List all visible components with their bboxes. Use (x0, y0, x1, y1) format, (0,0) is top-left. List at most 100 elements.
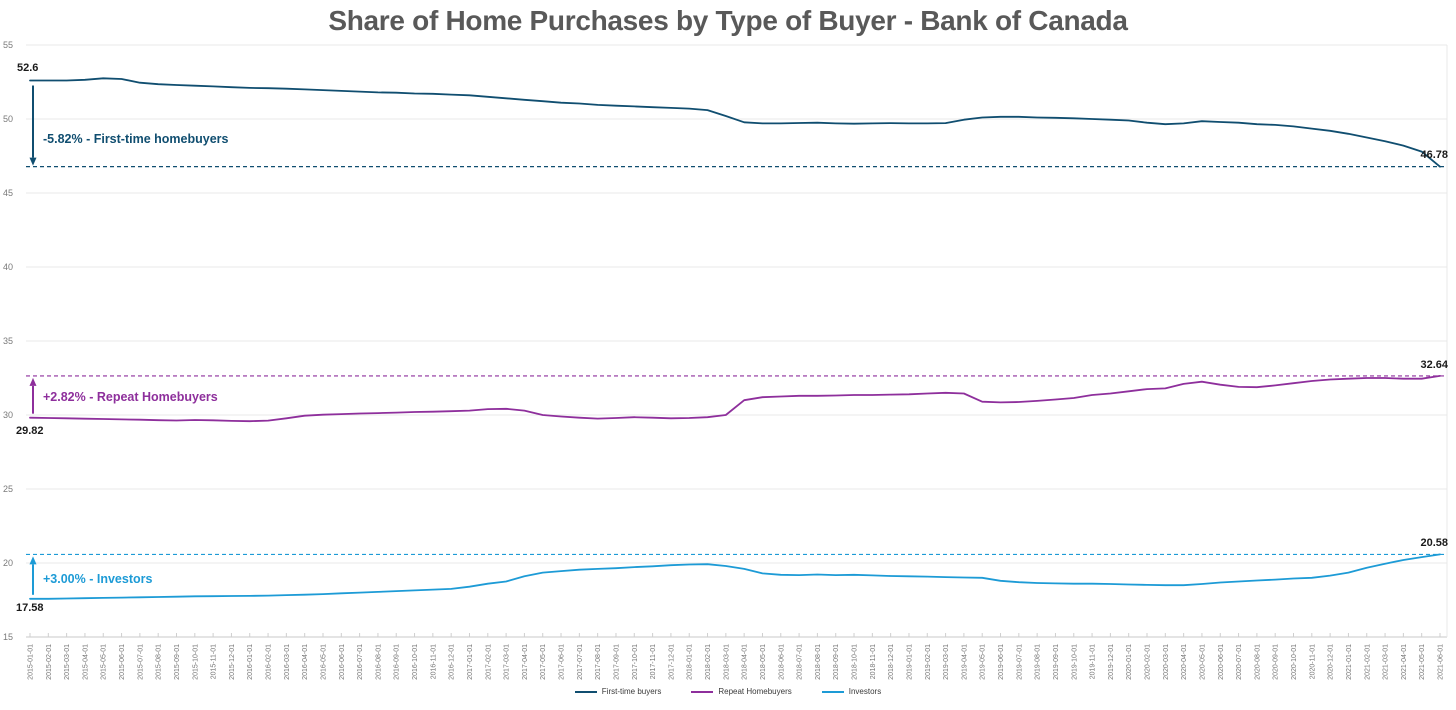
x-axis-tick-label: 2017-09-01 (613, 644, 620, 680)
x-axis-tick-label: 2017-08-01 (595, 644, 602, 680)
x-axis-tick-label: 2017-11-01 (650, 644, 657, 679)
x-axis-tick-label: 2016-06-01 (339, 644, 346, 680)
x-axis-tick-label: 2018-06-01 (778, 644, 785, 680)
x-axis-tick-label: 2020-11-01 (1309, 644, 1316, 679)
legend-label-investors: Investors (848, 687, 882, 696)
x-axis-tick-label: 2017-10-01 (632, 644, 639, 680)
x-axis-tick-label: 2019-09-01 (1053, 644, 1060, 680)
x-axis-tick-label: 2016-02-01 (266, 644, 273, 680)
x-axis-tick-label: 2018-04-01 (742, 644, 749, 680)
x-axis-tick-label: 2020-12-01 (1328, 644, 1335, 680)
x-axis-tick-label: 2016-12-01 (449, 644, 456, 680)
x-axis-tick-label: 2016-08-01 (375, 644, 382, 680)
x-axis-tick-label: 2018-03-01 (723, 644, 730, 680)
x-axis-tick-label: 2015-01-01 (28, 644, 35, 680)
x-axis-tick-label: 2019-04-01 (961, 644, 968, 680)
x-axis-tick-label: 2019-01-01 (906, 644, 913, 680)
end-value-first-time-buyers: 46.78 (1420, 149, 1448, 161)
x-axis-tick-label: 2016-01-01 (247, 644, 254, 680)
x-axis-tick-label: 2020-02-01 (1145, 644, 1152, 680)
y-axis-tick-label: 55 (3, 40, 13, 50)
x-axis-tick-label: 2019-06-01 (998, 644, 1005, 680)
x-axis-tick-label: 2019-03-01 (943, 644, 950, 680)
x-axis-tick-label: 2015-11-01 (211, 644, 218, 679)
end-value-investors: 20.58 (1420, 537, 1448, 549)
legend-line-swatch-investors (821, 690, 844, 693)
x-axis-tick-label: 2015-10-01 (192, 644, 199, 680)
x-axis-tick-label: 2021-01-01 (1346, 644, 1353, 680)
x-axis-tick-label: 2019-08-01 (1035, 644, 1042, 680)
start-value-repeat-homebuyers: 29.82 (16, 425, 44, 437)
x-axis-tick-label: 2017-02-01 (485, 644, 492, 680)
y-axis-tick-label: 20 (3, 558, 13, 568)
x-axis-tick-label: 2017-05-01 (540, 644, 547, 680)
legend-item-repeat-homebuyers: Repeat Homebuyers (691, 687, 792, 696)
x-axis-tick-label: 2015-07-01 (137, 644, 144, 680)
y-axis-tick-label: 40 (3, 262, 13, 272)
start-value-investors: 17.58 (16, 602, 44, 614)
x-axis-tick-label: 2015-04-01 (82, 644, 89, 680)
x-axis-tick-label: 2015-06-01 (119, 644, 126, 680)
x-axis-tick-label: 2020-08-01 (1254, 644, 1261, 680)
chart-title: Share of Home Purchases by Type of Buyer… (328, 5, 1128, 36)
y-axis-tick-label: 15 (3, 632, 13, 642)
x-axis-tick-label: 2018-01-01 (687, 644, 694, 680)
x-axis-tick-label: 2017-07-01 (577, 644, 584, 680)
x-axis-tick-label: 2016-03-01 (284, 644, 291, 680)
change-arrow-head-investors (29, 556, 37, 565)
x-axis-tick-label: 2021-06-01 (1438, 644, 1445, 680)
legend-item-first-time-buyers: First-time buyers (574, 687, 661, 696)
x-axis-tick-label: 2020-09-01 (1273, 644, 1280, 680)
x-axis-tick-label: 2021-04-01 (1401, 644, 1408, 680)
y-axis-tick-label: 25 (3, 484, 13, 494)
x-axis-tick-label: 2020-07-01 (1236, 644, 1243, 680)
x-axis-tick-label: 2015-03-01 (64, 644, 71, 680)
x-axis-tick-label: 2020-03-01 (1163, 644, 1170, 680)
change-arrow-head-first-time-buyers (29, 157, 37, 166)
series-line-repeat-homebuyers (29, 374, 1441, 423)
x-axis-tick-label: 2016-05-01 (320, 644, 327, 680)
x-axis-tick-label: 2018-08-01 (815, 644, 822, 680)
annotation-first-time-homebuyers: -5.82% - First-time homebuyers (43, 132, 229, 146)
x-axis-tick-label: 2018-05-01 (760, 644, 767, 680)
x-axis-tick-label: 2019-11-01 (1090, 644, 1097, 679)
x-axis-tick-label: 2016-04-01 (302, 644, 309, 680)
y-axis-tick-label: 30 (3, 410, 13, 420)
x-axis-tick-label: 2016-09-01 (394, 644, 401, 680)
series-line-investors (29, 553, 1441, 600)
x-axis-tick-label: 2019-12-01 (1108, 644, 1115, 680)
legend-label-repeat-homebuyers: Repeat Homebuyers (718, 687, 792, 696)
x-axis-tick-label: 2016-07-01 (357, 644, 364, 680)
x-axis-tick-label: 2018-07-01 (797, 644, 804, 680)
chart-legend: First-time buyers Repeat Homebuyers Inve… (0, 687, 1456, 696)
x-axis-tick-label: 2020-04-01 (1181, 644, 1188, 680)
x-axis-tick-label: 2016-10-01 (412, 644, 419, 680)
x-axis-tick-label: 2016-11-01 (430, 644, 437, 679)
x-axis-tick-label: 2017-06-01 (559, 644, 566, 680)
annotation-investors: +3.00% - Investors (43, 572, 152, 586)
y-axis-tick-label: 35 (3, 336, 13, 346)
x-axis-tick-label: 2015-12-01 (229, 644, 236, 680)
x-axis-tick-label: 2017-01-01 (467, 644, 474, 680)
legend-item-investors: Investors (821, 687, 882, 696)
x-axis-tick-label: 2015-02-01 (46, 644, 53, 680)
x-axis-tick-label: 2018-10-01 (852, 644, 859, 680)
x-axis-tick-label: 2018-09-01 (833, 644, 840, 680)
x-axis-tick-label: 2015-09-01 (174, 644, 181, 680)
legend-line-swatch-first-time-buyers (574, 690, 597, 693)
x-axis-tick-label: 2021-02-01 (1364, 644, 1371, 680)
x-axis-tick-label: 2017-03-01 (504, 644, 511, 680)
x-axis-tick-label: 2018-11-01 (870, 644, 877, 679)
x-axis-tick-label: 2018-02-01 (705, 644, 712, 680)
start-value-first-time-buyers: 52.6 (17, 62, 38, 74)
x-axis-tick-label: 2020-10-01 (1291, 644, 1298, 680)
y-axis-tick-label: 45 (3, 188, 13, 198)
series-line-first-time-buyers (29, 77, 1441, 168)
x-axis-tick-label: 2019-10-01 (1071, 644, 1078, 680)
end-value-repeat-homebuyers: 32.64 (1420, 359, 1448, 371)
x-axis-tick-label: 2020-05-01 (1199, 644, 1206, 680)
x-axis-tick-label: 2019-05-01 (980, 644, 987, 680)
x-axis-tick-label: 2018-12-01 (888, 644, 895, 680)
